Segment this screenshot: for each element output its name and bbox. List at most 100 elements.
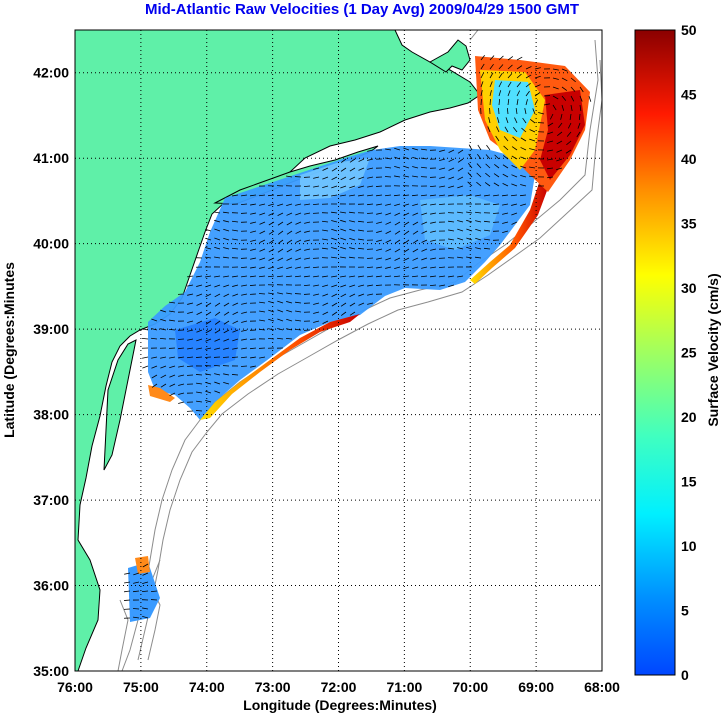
velocity-vector xyxy=(277,257,284,261)
velocity-vector xyxy=(295,221,302,225)
velocity-vector xyxy=(420,194,428,197)
velocity-vector xyxy=(375,284,383,286)
velocity-east-edge xyxy=(470,180,548,284)
velocity-vector xyxy=(295,203,302,206)
velocity-vector xyxy=(448,238,455,241)
colorbar-tick-label: 5 xyxy=(681,603,689,619)
velocity-vector xyxy=(313,176,320,179)
velocity-vector xyxy=(511,146,518,151)
velocity-vector xyxy=(385,203,392,206)
velocity-vector xyxy=(529,166,536,169)
velocity-vector xyxy=(340,275,347,278)
velocity-vector xyxy=(241,347,248,350)
velocity-vector xyxy=(340,237,347,241)
colorbar-tick-label: 45 xyxy=(681,87,697,103)
velocity-vector xyxy=(561,95,567,101)
velocity-vector xyxy=(421,203,428,206)
velocity-vector xyxy=(467,181,473,187)
y-tick-label: 36:00 xyxy=(33,578,69,594)
velocity-vector xyxy=(277,230,284,235)
velocity-vector xyxy=(525,74,532,79)
velocity-vector xyxy=(412,203,419,207)
velocity-vector xyxy=(561,86,568,91)
velocity-vector xyxy=(151,374,158,379)
velocity-south-patch xyxy=(128,562,160,622)
velocity-vector xyxy=(277,239,284,244)
velocity-vector xyxy=(498,72,503,79)
velocity-vector xyxy=(187,293,194,296)
velocity-vector xyxy=(295,239,302,243)
velocity-vector xyxy=(178,356,185,359)
velocity-vector xyxy=(178,401,185,404)
velocity-vector xyxy=(457,149,464,154)
velocity-vector xyxy=(232,238,239,241)
velocity-vector xyxy=(547,122,554,127)
velocity-sw-hot xyxy=(148,385,175,402)
velocity-vector xyxy=(502,212,509,215)
velocity-vector xyxy=(448,220,455,223)
velocity-vector xyxy=(502,230,509,233)
velocity-vector xyxy=(358,167,365,171)
velocity-vector xyxy=(403,156,410,160)
velocity-vector xyxy=(268,318,275,322)
velocity-vector xyxy=(142,365,149,369)
velocity-vector xyxy=(150,337,158,340)
velocity-vector xyxy=(249,347,257,350)
velocity-vector xyxy=(498,107,500,115)
velocity-vector xyxy=(169,310,176,313)
velocity-vector xyxy=(385,221,392,225)
velocity-vector xyxy=(340,194,347,197)
velocity-vector xyxy=(267,275,275,278)
velocity-vector xyxy=(241,320,248,323)
velocity-vector xyxy=(241,284,248,287)
velocity-vector xyxy=(214,275,221,278)
velocity-vector xyxy=(480,90,483,97)
velocity-vector xyxy=(313,284,320,287)
velocity-vector xyxy=(466,219,473,223)
velocity-vector xyxy=(558,122,563,129)
velocity-vector xyxy=(430,275,437,278)
x-tick-label: 75:00 xyxy=(123,679,159,695)
velocity-vector xyxy=(489,98,491,106)
velocity-vector xyxy=(241,194,248,197)
velocity-vector xyxy=(259,239,266,243)
velocity-vector xyxy=(549,113,554,120)
velocity-vector xyxy=(303,185,311,187)
velocity-vector xyxy=(476,181,482,187)
velocity-vector xyxy=(195,374,203,376)
velocity-vector xyxy=(169,365,176,369)
velocity-vector xyxy=(322,284,329,287)
velocity-vector xyxy=(403,212,410,216)
velocity-vector xyxy=(124,572,131,575)
velocity-vector xyxy=(304,194,311,197)
velocity-vector xyxy=(205,338,212,342)
velocity-vector xyxy=(570,86,576,92)
velocity-vector xyxy=(358,185,365,188)
velocity-vector xyxy=(576,131,581,138)
velocity-vector xyxy=(340,246,347,250)
velocity-vector xyxy=(205,320,212,325)
velocity-vector xyxy=(466,256,473,259)
velocity-vector xyxy=(412,266,419,270)
velocity-vector xyxy=(565,149,572,154)
velocity-vector xyxy=(511,221,518,225)
velocity-vector xyxy=(231,356,239,358)
velocity-vector xyxy=(561,77,568,82)
velocity-vector xyxy=(196,320,203,324)
velocity-vector xyxy=(169,301,176,304)
velocity-vector xyxy=(195,356,203,358)
velocity-vector xyxy=(304,203,311,206)
velocity-vector xyxy=(476,172,482,178)
velocity-ne-red xyxy=(540,90,585,180)
velocity-vector xyxy=(448,185,455,189)
velocity-vector xyxy=(457,194,464,197)
velocity-vector xyxy=(196,382,203,385)
velocity-vector xyxy=(438,266,446,269)
velocity-vector xyxy=(322,311,329,316)
velocity-vector xyxy=(312,203,320,206)
velocity-vector xyxy=(421,248,428,252)
velocity-vector xyxy=(196,400,203,403)
velocity-vector xyxy=(169,319,176,322)
velocity-vector xyxy=(516,73,522,79)
